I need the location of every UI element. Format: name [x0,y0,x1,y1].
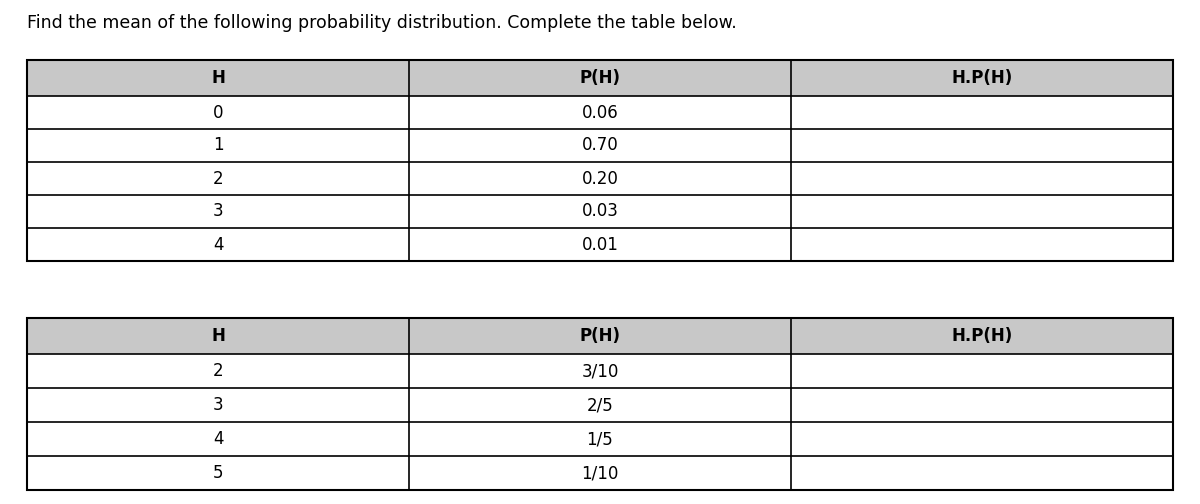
Text: 0.01: 0.01 [582,235,618,254]
Bar [791,354,1174,388]
Bar [791,60,1174,96]
Bar [791,422,1174,456]
Bar [409,162,791,195]
Bar [409,228,791,261]
Text: 2/5: 2/5 [587,396,613,414]
Text: 1/5: 1/5 [587,430,613,448]
Text: 3/10: 3/10 [581,362,619,380]
Text: 3: 3 [212,203,223,221]
Bar [28,354,409,388]
Bar [791,162,1174,195]
Text: 0.03: 0.03 [582,203,618,221]
Text: 1/10: 1/10 [581,464,619,482]
Text: 1: 1 [212,137,223,155]
Text: 0.20: 0.20 [582,169,618,187]
Bar [791,195,1174,228]
Text: Find the mean of the following probability distribution. Complete the table belo: Find the mean of the following probabili… [28,14,737,32]
Text: 0: 0 [212,103,223,121]
Bar [409,354,791,388]
Text: 4: 4 [212,430,223,448]
Bar [791,228,1174,261]
Bar [28,422,409,456]
Text: 2: 2 [212,169,223,187]
Text: H: H [211,327,224,345]
Bar [28,195,409,228]
Bar [28,162,409,195]
Text: H: H [211,69,224,87]
Bar [791,388,1174,422]
Bar [791,96,1174,129]
Bar [409,195,791,228]
Bar [28,129,409,162]
Text: 2: 2 [212,362,223,380]
Bar [28,456,409,490]
Text: 5: 5 [212,464,223,482]
Bar [409,129,791,162]
Text: H.P(H): H.P(H) [952,327,1013,345]
Bar [409,456,791,490]
Bar [409,422,791,456]
Bar [409,96,791,129]
Text: H.P(H): H.P(H) [952,69,1013,87]
Bar [791,456,1174,490]
Bar [28,318,1174,490]
Text: 0.06: 0.06 [582,103,618,121]
Bar [28,96,409,129]
Bar [409,60,791,96]
Text: 0.70: 0.70 [582,137,618,155]
Bar [791,129,1174,162]
Text: 3: 3 [212,396,223,414]
Text: P(H): P(H) [580,327,620,345]
Bar [28,318,409,354]
Bar [28,388,409,422]
Bar [28,60,409,96]
Bar [28,228,409,261]
Text: P(H): P(H) [580,69,620,87]
Bar [28,60,1174,261]
Text: 4: 4 [212,235,223,254]
Bar [409,318,791,354]
Bar [409,388,791,422]
Bar [791,318,1174,354]
